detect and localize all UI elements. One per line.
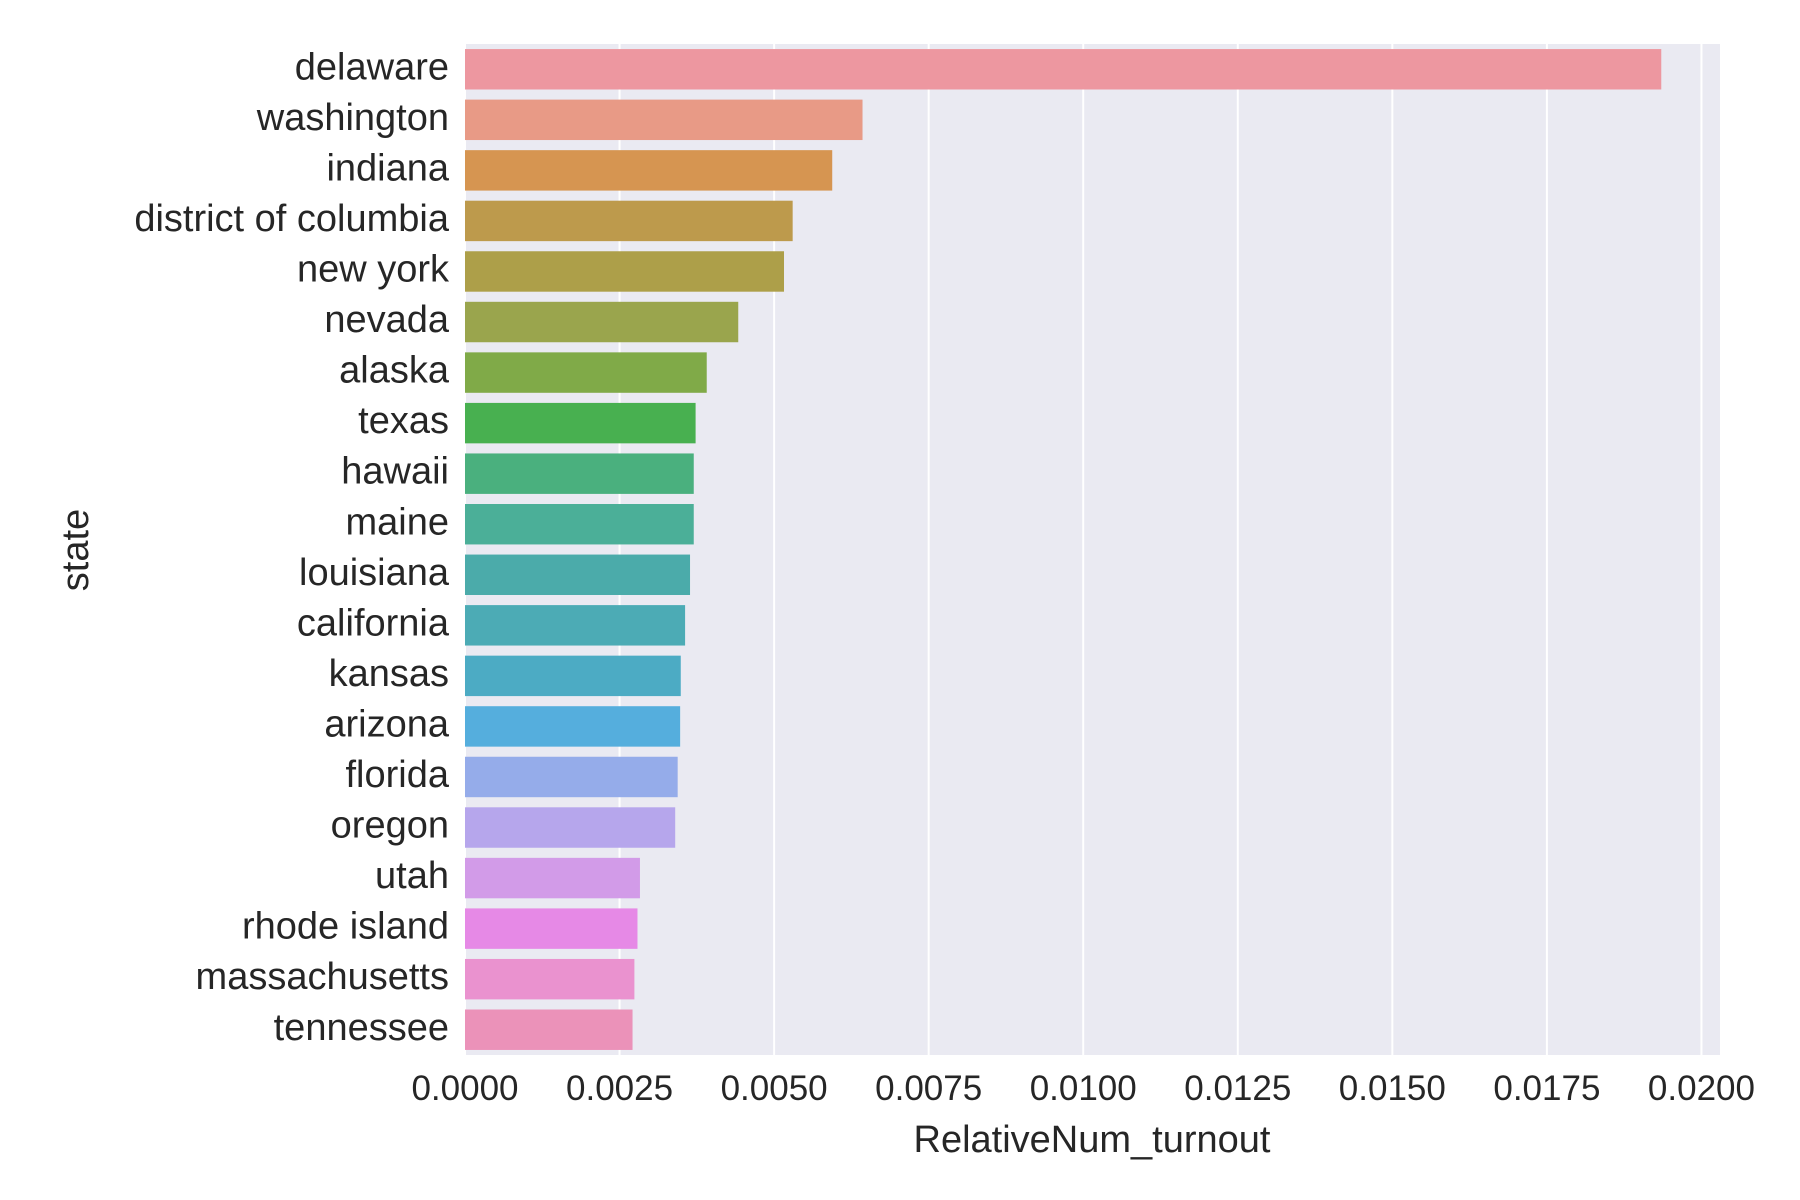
y-tick-label: kansas xyxy=(329,653,449,695)
y-tick-label: alaska xyxy=(339,350,450,392)
bar-indiana xyxy=(465,150,833,191)
y-axis-label: state xyxy=(55,509,97,591)
x-axis-label: RelativeNum_turnout xyxy=(914,1119,1271,1161)
y-tick-labels: delaware washington indiana district of col… xyxy=(134,46,450,1048)
bar-california xyxy=(465,605,686,646)
x-tick-label: 0.0100 xyxy=(1030,1069,1137,1108)
y-tick-label: district of columbia xyxy=(134,198,450,240)
y-tick-label: new york xyxy=(297,249,450,291)
x-tick-label: 0.0175 xyxy=(1493,1069,1600,1108)
y-tick-label: arizona xyxy=(324,703,449,745)
bar-district-of-columbia xyxy=(465,200,793,242)
y-tick-label: washington xyxy=(256,97,449,139)
y-tick-label: utah xyxy=(375,855,449,897)
bar-massachusetts xyxy=(465,958,635,1000)
bar-delaware xyxy=(465,49,1662,90)
y-tick-label: maine xyxy=(346,501,450,543)
bar-kansas xyxy=(465,655,681,697)
bar-louisiana xyxy=(465,554,691,595)
bar-new-york xyxy=(465,251,785,292)
x-tick-label: 0.0125 xyxy=(1184,1069,1291,1108)
bar-oregon xyxy=(465,807,676,848)
bar-alaska xyxy=(465,352,707,393)
y-tick-label: tennessee xyxy=(274,1007,449,1049)
bar-arizona xyxy=(465,706,681,747)
y-tick-label: florida xyxy=(346,754,450,796)
plot-area xyxy=(465,44,1720,1055)
bars xyxy=(465,49,1662,1050)
bar-washington xyxy=(465,99,863,141)
y-tick-label: oregon xyxy=(331,805,449,847)
bar-florida xyxy=(465,756,678,798)
x-tick-label: 0.0025 xyxy=(566,1069,673,1108)
x-tick-label: 0.0200 xyxy=(1648,1069,1755,1108)
y-tick-label: delaware xyxy=(295,46,449,88)
x-tick-label: 0.0000 xyxy=(411,1069,518,1108)
x-tick-labels: 0.0000 0.0025 0.0050 0.0075 0.0100 0.0125 0.01… xyxy=(411,1069,1755,1108)
bar-hawaii xyxy=(465,453,694,494)
y-tick-label: texas xyxy=(358,400,449,442)
y-tick-label: california xyxy=(297,602,450,644)
bar-rhode-island xyxy=(465,908,638,949)
y-tick-label: rhode island xyxy=(242,906,449,948)
bar-tennessee xyxy=(465,1009,633,1050)
bar-nevada xyxy=(465,301,739,343)
y-tick-label: hawaii xyxy=(341,451,449,493)
bar-utah xyxy=(465,857,640,899)
y-tick-label: indiana xyxy=(326,147,449,189)
x-tick-label: 0.0050 xyxy=(721,1069,828,1108)
x-tick-label: 0.0150 xyxy=(1339,1069,1446,1108)
bar-maine xyxy=(465,504,694,545)
y-tick-label: nevada xyxy=(324,299,450,341)
y-tick-label: massachusetts xyxy=(196,956,449,998)
y-tick-label: louisiana xyxy=(299,552,450,594)
x-tick-label: 0.0075 xyxy=(875,1069,982,1108)
bar-texas xyxy=(465,402,696,444)
